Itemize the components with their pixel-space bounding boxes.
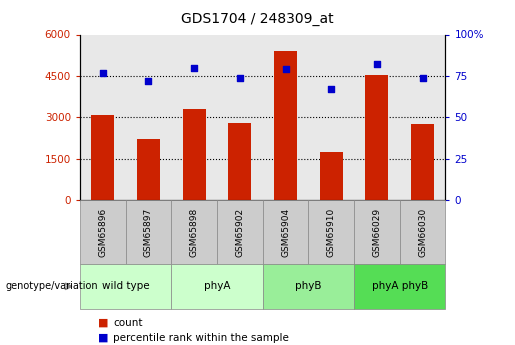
Text: count: count xyxy=(113,318,143,327)
Text: GSM65910: GSM65910 xyxy=(327,207,336,257)
Point xyxy=(98,70,107,75)
Text: wild type: wild type xyxy=(102,282,149,291)
Point xyxy=(373,61,381,67)
Point xyxy=(144,78,152,83)
Text: GSM65896: GSM65896 xyxy=(98,207,107,257)
Text: phyB: phyB xyxy=(295,282,321,291)
Text: GSM65897: GSM65897 xyxy=(144,207,153,257)
Point xyxy=(327,86,335,92)
Text: ■: ■ xyxy=(98,333,108,343)
Text: GSM66030: GSM66030 xyxy=(418,207,427,257)
Bar xyxy=(137,139,160,200)
Text: GSM65898: GSM65898 xyxy=(190,207,199,257)
Bar xyxy=(320,152,342,200)
Text: percentile rank within the sample: percentile rank within the sample xyxy=(113,333,289,343)
Text: GDS1704 / 248309_at: GDS1704 / 248309_at xyxy=(181,12,334,26)
Text: GSM65904: GSM65904 xyxy=(281,207,290,257)
Text: phyA: phyA xyxy=(204,282,230,291)
Bar xyxy=(274,51,297,200)
Bar xyxy=(183,109,205,200)
Bar xyxy=(366,75,388,200)
Text: phyA phyB: phyA phyB xyxy=(372,282,428,291)
Text: GSM65902: GSM65902 xyxy=(235,207,244,257)
Point xyxy=(190,65,198,70)
Bar xyxy=(91,115,114,200)
Point xyxy=(419,75,427,80)
Text: ■: ■ xyxy=(98,318,108,327)
Text: GSM66029: GSM66029 xyxy=(372,207,382,257)
Bar xyxy=(228,123,251,200)
Bar xyxy=(411,124,434,200)
Point xyxy=(281,67,289,72)
Text: genotype/variation: genotype/variation xyxy=(5,282,98,291)
Point xyxy=(236,75,244,80)
